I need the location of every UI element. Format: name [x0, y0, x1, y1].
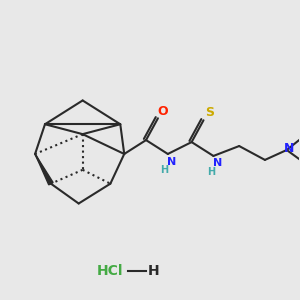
Text: O: O — [158, 105, 168, 118]
Text: H: H — [207, 167, 215, 177]
Polygon shape — [35, 154, 53, 185]
Text: HCl: HCl — [97, 264, 124, 278]
Text: H: H — [148, 264, 160, 278]
Text: S: S — [205, 106, 214, 119]
Text: N: N — [284, 142, 294, 154]
Text: N: N — [213, 158, 222, 168]
Text: N: N — [167, 157, 176, 167]
Text: H: H — [160, 165, 168, 175]
